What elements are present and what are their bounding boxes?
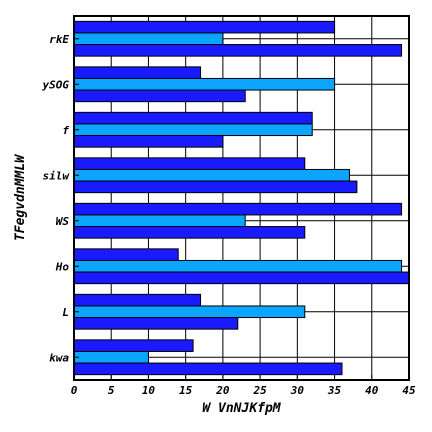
y-axis-ticks: kwa L Ho WS silw f ySOG rkE — [42, 33, 79, 364]
bar — [73, 135, 224, 148]
x-tick-label: 5 — [108, 384, 115, 397]
x-axis-title: W VnNJKfpM — [202, 401, 281, 416]
bar — [73, 123, 313, 137]
y-tick-label: silw — [43, 169, 71, 182]
bar — [73, 111, 313, 125]
y-tick-label: L — [62, 306, 69, 319]
y-tick-label: Ho — [55, 260, 70, 273]
y-tick-label: kwa — [49, 351, 69, 364]
bar — [73, 362, 343, 376]
x-axis-ticks: 0 5 10 15 20 25 30 35 40 45 — [71, 375, 416, 397]
y-tick-label: rkE — [49, 33, 69, 46]
bar — [73, 89, 246, 103]
bar — [73, 293, 202, 307]
x-tick-label: 40 — [365, 384, 379, 397]
y-axis-title: TFegvdnMMLW — [13, 154, 28, 241]
bar — [73, 259, 403, 273]
bars — [73, 20, 410, 376]
bar — [73, 214, 246, 228]
bar — [73, 317, 239, 330]
bar — [73, 66, 202, 79]
bar — [73, 350, 149, 364]
y-tick-label: WS — [56, 215, 70, 228]
bar — [73, 32, 224, 46]
y-tick-label: ySOG — [42, 78, 70, 91]
bar — [73, 305, 306, 319]
bar — [73, 44, 403, 57]
x-tick-label: 15 — [179, 384, 193, 397]
x-tick-label: 20 — [215, 384, 230, 397]
bar — [73, 271, 410, 285]
bar — [73, 157, 306, 170]
x-tick-label: 25 — [252, 384, 267, 397]
bar — [73, 226, 306, 239]
bar — [73, 168, 350, 182]
x-tick-label: 30 — [290, 384, 305, 397]
bar — [73, 77, 336, 91]
x-tick-label: 0 — [71, 384, 78, 397]
plot-frame — [73, 15, 410, 381]
y-tick-label: f — [62, 124, 69, 137]
bar — [73, 248, 179, 261]
x-tick-label: 35 — [327, 384, 342, 397]
bar — [73, 20, 336, 34]
bar — [73, 202, 403, 216]
bar — [73, 339, 194, 352]
bar — [73, 180, 358, 194]
x-tick-label: 45 — [402, 384, 416, 397]
x-tick-label: 10 — [142, 384, 156, 397]
